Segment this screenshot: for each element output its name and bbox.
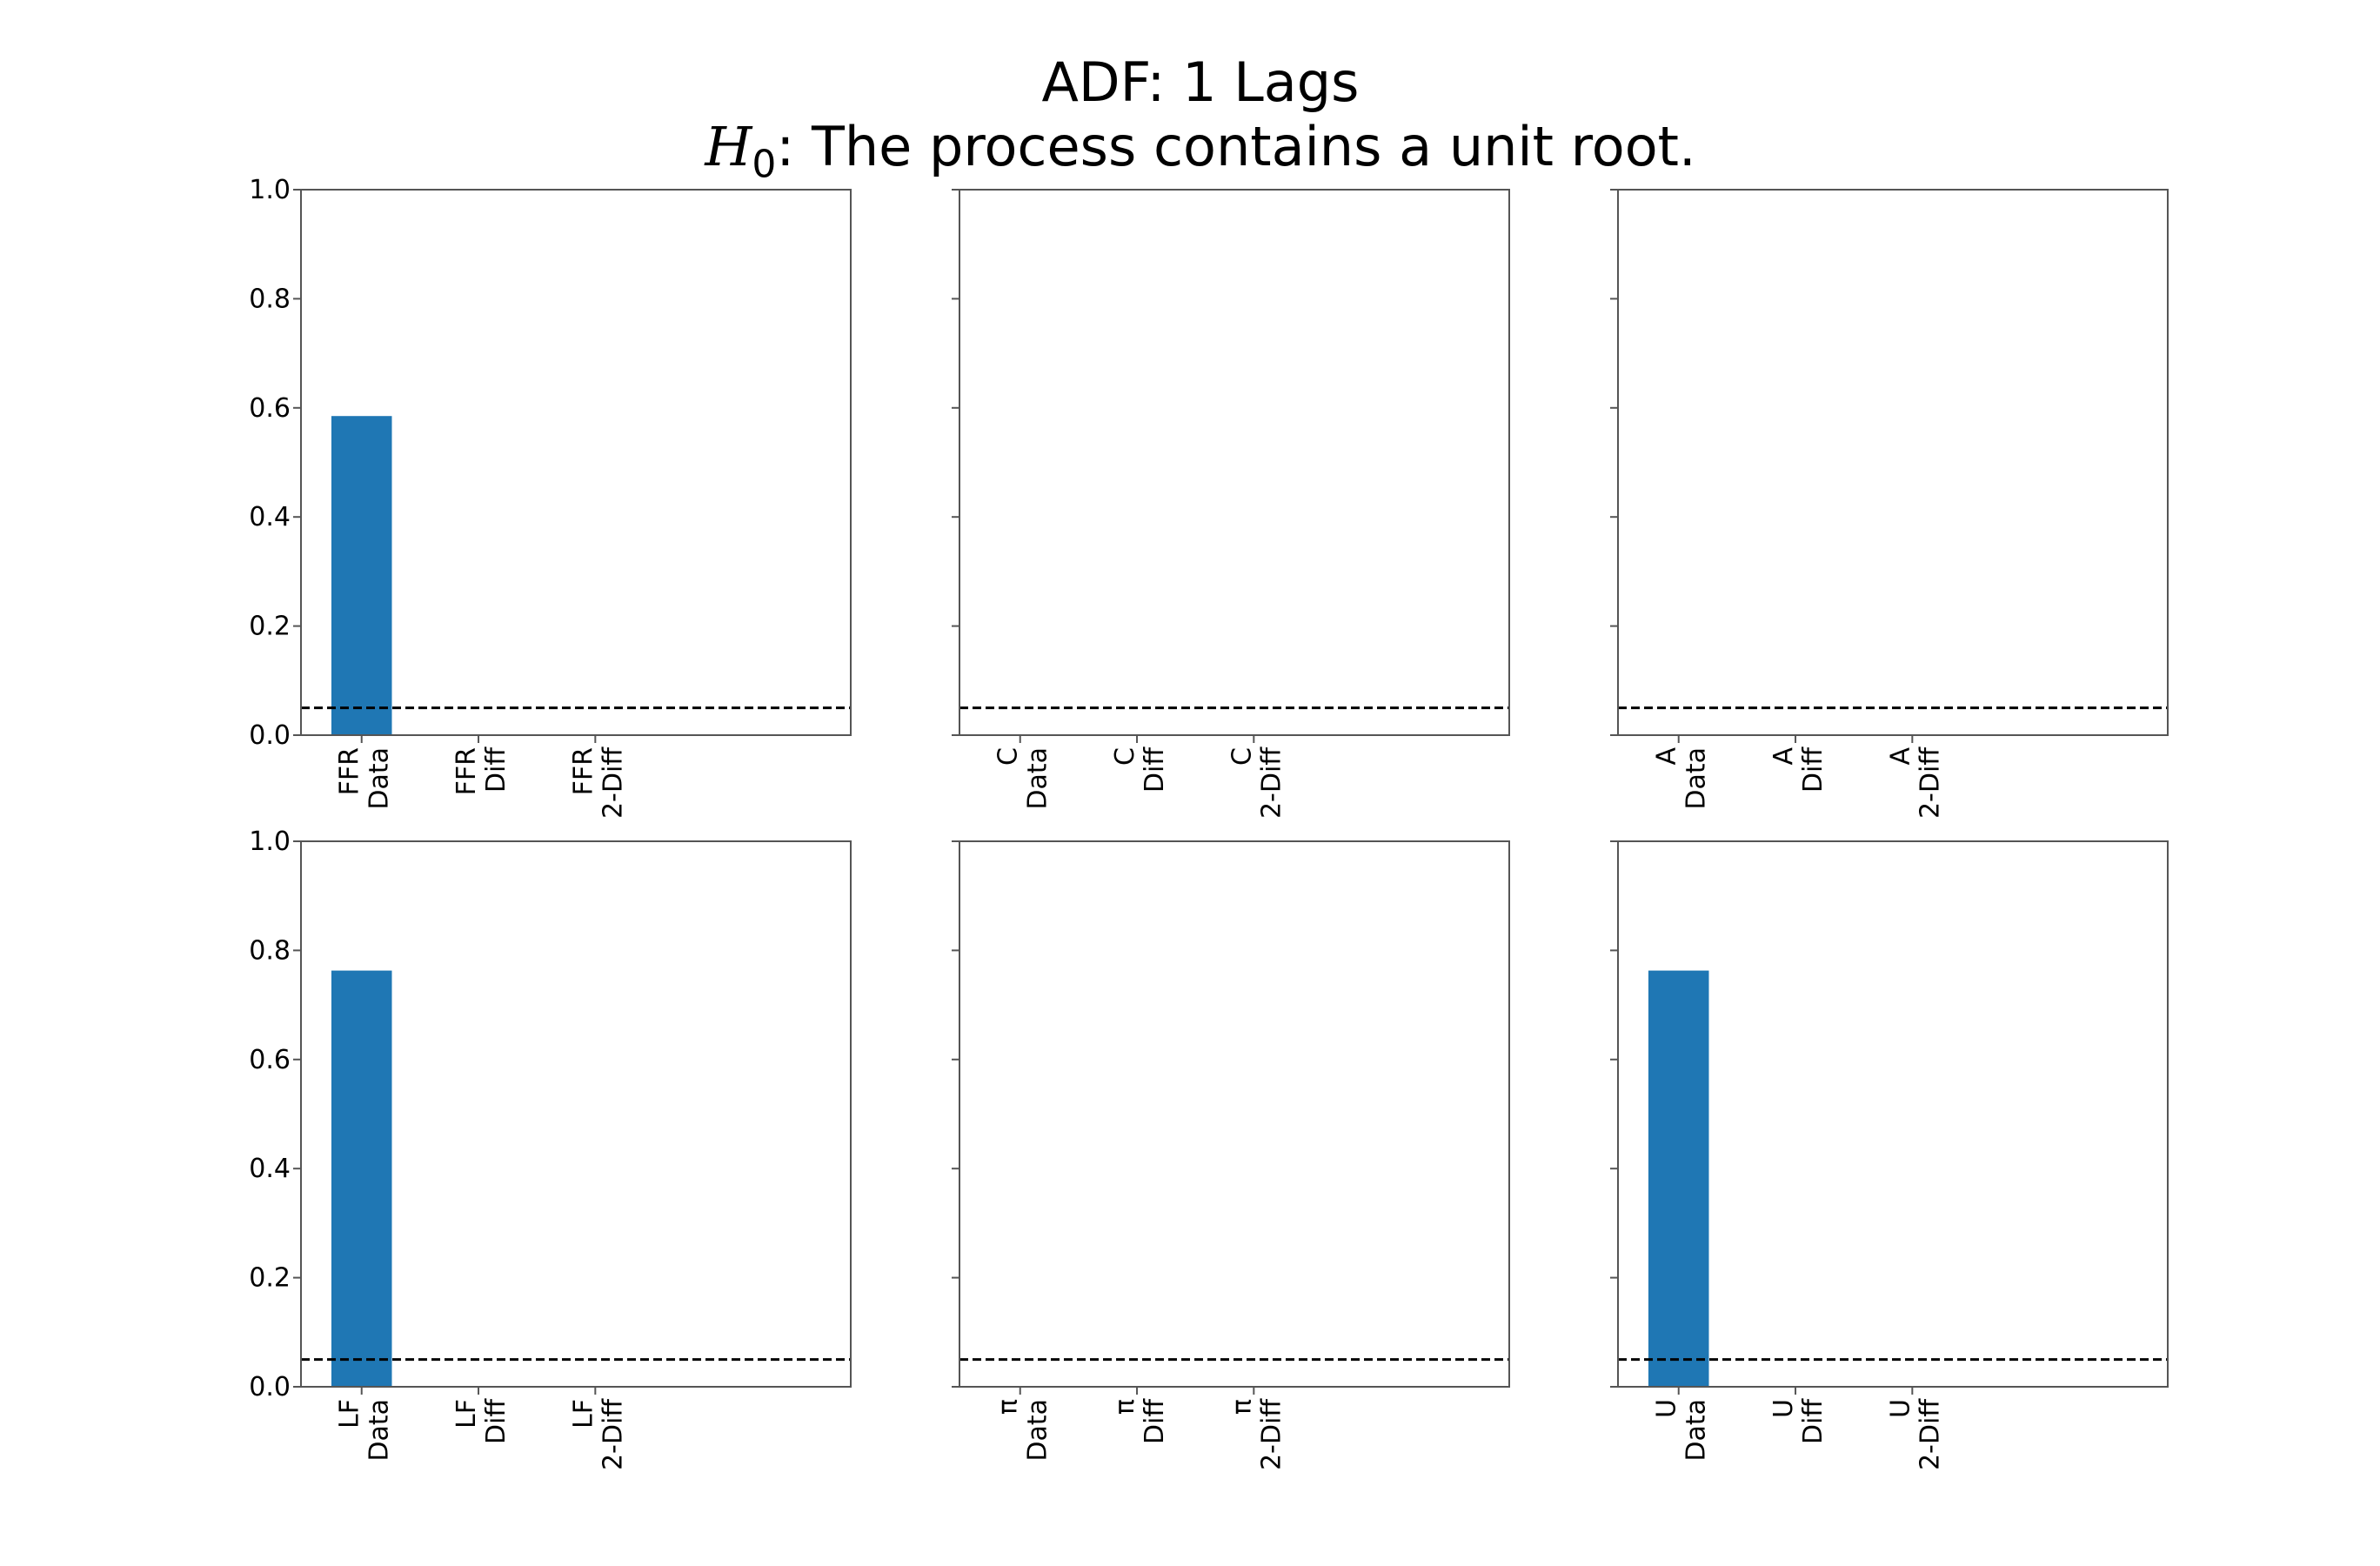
- x-tick-label: LFDiff: [451, 1398, 511, 1444]
- x-tick-label-variable: C: [993, 747, 1024, 766]
- x-tick-label: FFR2-Diff: [568, 746, 628, 819]
- y-tick-label: 0.0: [249, 1372, 291, 1402]
- x-tick-label-variable: C: [1110, 747, 1140, 766]
- x-tick-label: FFRDiff: [451, 746, 511, 796]
- x-tick-label-variable: π: [993, 1399, 1024, 1415]
- x-tick-label-variable: A: [1768, 747, 1799, 766]
- x-tick-label-variable: U: [1768, 1399, 1799, 1418]
- y-tick-label: 0.4: [249, 502, 291, 532]
- axes-frame: [300, 840, 852, 1388]
- x-tick-label-transform: Data: [1023, 747, 1053, 810]
- subplot-bottom-center: πData πDiff π2-Diff: [952, 840, 1510, 1470]
- x-tick-label-transform: 2-Diff: [598, 1398, 628, 1470]
- y-tick-label: 1.0: [249, 175, 291, 205]
- title-line-2: H0: The process contains a unit root.: [0, 115, 2380, 197]
- title-line-2-text: : The process contains a unit root.: [776, 115, 1696, 178]
- y-tick-label: 1.0: [249, 826, 291, 857]
- x-tick-label-transform: Diff: [481, 1398, 511, 1444]
- x-tick-label: FFRData: [335, 747, 395, 810]
- chart-title: ADF: 1 Lags H0: The process contains a u…: [0, 50, 2380, 197]
- x-tick-label-variable: π: [1110, 1399, 1140, 1415]
- x-tick-label: CData: [993, 747, 1053, 810]
- x-tick-label: C2-Diff: [1227, 746, 1287, 819]
- subplot-bottom-right: UData UDiff U2-Diff: [1610, 840, 2169, 1470]
- axes-frame: [300, 189, 852, 736]
- y-tick-label: 0.2: [249, 1263, 291, 1294]
- x-tick-label-transform: 2-Diff: [1915, 746, 1945, 819]
- x-tick-label: AData: [1652, 747, 1712, 810]
- title-line-1: ADF: 1 Lags: [1041, 50, 1360, 114]
- x-tick-label-transform: Diff: [1798, 746, 1828, 793]
- x-tick-label-transform: Diff: [481, 746, 511, 793]
- x-tick-label-variable: LF: [335, 1399, 365, 1429]
- subplot-top-right: AData ADiff A2-Diff: [1610, 189, 2169, 819]
- x-tick-label-transform: 2-Diff: [1915, 1398, 1945, 1470]
- x-tick-label-variable: C: [1227, 747, 1257, 766]
- axes-frame: [1617, 189, 2169, 736]
- x-tick-label: UData: [1652, 1399, 1712, 1462]
- x-tick-label-transform: Data: [1681, 1399, 1712, 1462]
- x-tick-label: LF2-Diff: [568, 1398, 628, 1470]
- x-tick-label-transform: Data: [1023, 1399, 1053, 1462]
- h0-symbol: H: [705, 115, 752, 178]
- y-tick-label: 0.4: [249, 1154, 291, 1184]
- x-tick-label-transform: 2-Diff: [598, 746, 628, 819]
- x-tick-label: U2-Diff: [1885, 1398, 1945, 1470]
- x-tick-label-variable: A: [1885, 747, 1915, 766]
- x-tick-label-transform: Data: [364, 747, 395, 810]
- y-tick-label: 0.8: [249, 935, 291, 966]
- x-tick-label-variable: π: [1227, 1399, 1257, 1415]
- x-tick-label: LFData: [335, 1399, 395, 1462]
- x-tick-label-transform: Diff: [1798, 1398, 1828, 1444]
- x-tick-label-variable: U: [1885, 1399, 1915, 1418]
- x-tick-label-variable: FFR: [335, 747, 365, 795]
- x-tick-label-transform: Diff: [1140, 746, 1170, 793]
- x-tick-label: πData: [993, 1399, 1053, 1462]
- x-tick-label: πDiff: [1110, 1398, 1170, 1444]
- x-tick-label: π2-Diff: [1227, 1398, 1287, 1470]
- x-tick-label-transform: Diff: [1140, 1398, 1170, 1444]
- x-tick-label: ADiff: [1768, 746, 1828, 793]
- y-tick-label: 0.8: [249, 284, 291, 314]
- axes-frame: [959, 189, 1510, 736]
- axes-frame: [959, 840, 1510, 1388]
- x-tick-label-variable: U: [1652, 1399, 1682, 1418]
- x-tick-label-variable: A: [1652, 747, 1682, 766]
- x-tick-label-variable: FFR: [451, 747, 482, 795]
- x-tick-label-variable: FFR: [568, 747, 598, 795]
- x-tick-label: A2-Diff: [1885, 746, 1945, 819]
- bar-ffr-data: [331, 416, 392, 735]
- x-tick-label: CDiff: [1110, 746, 1170, 793]
- h0-subscript: 0: [752, 142, 777, 187]
- x-tick-label-transform: 2-Diff: [1256, 1398, 1287, 1470]
- y-tick-label: 0.6: [249, 1045, 291, 1075]
- subplot-top-center: CData CDiff C2-Diff: [952, 189, 1510, 819]
- x-tick-label-variable: LF: [451, 1399, 482, 1429]
- y-tick-label: 0.2: [249, 612, 291, 642]
- x-tick-label-variable: LF: [568, 1399, 598, 1429]
- x-tick-label-transform: Data: [364, 1399, 395, 1462]
- axes-frame: [1617, 840, 2169, 1388]
- bar-u-data: [1648, 970, 1709, 1387]
- x-tick-label-transform: 2-Diff: [1256, 746, 1287, 819]
- bar-lf-data: [331, 970, 392, 1387]
- x-tick-label-transform: Data: [1681, 747, 1712, 810]
- x-tick-label: UDiff: [1768, 1398, 1828, 1444]
- y-tick-label: 0.0: [249, 720, 291, 751]
- y-tick-label: 0.6: [249, 393, 291, 424]
